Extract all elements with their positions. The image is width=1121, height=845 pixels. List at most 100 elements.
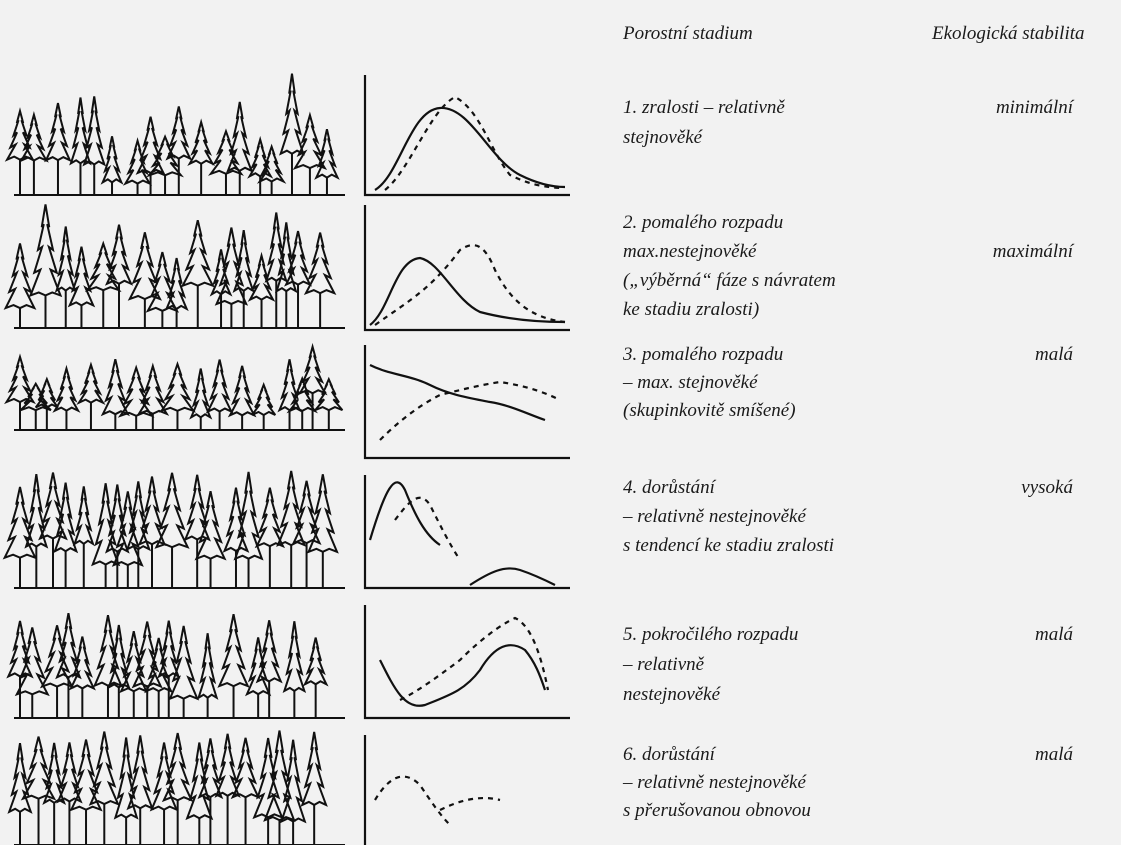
tree-crown — [7, 743, 33, 814]
tree-crown — [119, 630, 149, 694]
tree-drawings — [2, 73, 345, 845]
tree-crown — [2, 486, 38, 560]
tree-crown — [165, 106, 193, 161]
stability-value: malá — [1035, 624, 1073, 645]
stage-line: stejnověké — [623, 127, 703, 148]
stage-line: 1. zralosti – relativně — [623, 97, 785, 118]
stage-line: 5. pokročilého rozpadu — [623, 624, 799, 645]
tree-crown — [286, 375, 319, 414]
curve-dashed — [394, 496, 461, 561]
tree-crown — [297, 342, 328, 396]
tree-crown — [52, 364, 81, 413]
tree-crown — [209, 249, 233, 297]
tree-crown — [292, 111, 328, 170]
tree-crown — [28, 204, 63, 298]
tree-crown — [4, 107, 36, 162]
tree-crown — [82, 96, 107, 167]
tree-crown — [39, 625, 75, 689]
curve-solid — [368, 481, 441, 546]
tree-crown — [100, 136, 124, 185]
bleed-through — [690, 180, 695, 201]
tree-crown — [302, 637, 329, 687]
tree-crown — [42, 742, 67, 805]
curve-dashed — [384, 95, 561, 191]
tree-crown — [247, 135, 274, 179]
curve-dashed — [374, 775, 451, 826]
curve-solid — [374, 106, 566, 191]
tree-crown — [300, 731, 328, 807]
tree-crown — [303, 232, 337, 296]
tree-crown — [144, 637, 174, 694]
stage-line: ke stadiu zralosti) — [623, 299, 760, 320]
tree-crown — [6, 620, 34, 679]
tree-crown — [291, 480, 322, 546]
tree-crown — [256, 143, 287, 184]
curve-solid — [379, 644, 547, 707]
stability-value: maximální — [992, 241, 1073, 262]
stage-line: max.nestejnověké — [623, 241, 757, 262]
stage-line: s přerušovanou obnovou — [623, 800, 811, 821]
tree-crown — [135, 116, 166, 175]
graph-axes — [363, 205, 570, 332]
stage-line: – relativně — [623, 654, 705, 675]
stability-value: malá — [1035, 744, 1073, 765]
tree-crown — [104, 224, 134, 286]
tree-crown — [24, 474, 49, 549]
tree-crown — [158, 361, 197, 413]
tree-crown — [180, 219, 215, 288]
tree-crown — [54, 226, 77, 293]
tree-crown — [282, 621, 307, 694]
tree-crown — [117, 364, 155, 418]
tree-crown — [126, 735, 155, 811]
graphs — [363, 75, 570, 845]
graph-axes — [363, 605, 570, 720]
graph-axes — [363, 75, 570, 197]
stage-line: – relativně nestejnověké — [623, 506, 806, 527]
tree-crown — [205, 359, 234, 414]
stage-line: 6. dorůstání — [623, 744, 715, 765]
curve-solid — [469, 567, 556, 586]
stage-line: s tendencí ke stadiu zralosti — [623, 535, 835, 556]
tree-crown — [227, 365, 257, 418]
curve-solid — [369, 364, 546, 422]
stability-value: minimální — [995, 97, 1073, 118]
tree-crown — [53, 482, 79, 554]
tree-crown — [34, 376, 59, 409]
stage-line: 4. dorůstání — [623, 477, 715, 498]
stage-line: 3. pomalého rozpadu — [623, 344, 784, 365]
tree-crown — [245, 637, 272, 697]
graph-axes — [363, 475, 570, 590]
tree-crown — [67, 246, 96, 308]
tree-crown — [88, 731, 120, 806]
tree-crown — [18, 111, 49, 163]
curve-solid — [369, 256, 566, 326]
graph-axes — [363, 345, 570, 460]
tree-crown — [44, 102, 72, 163]
tree-crown — [284, 230, 313, 287]
tree-crown — [196, 633, 219, 700]
tree-crown — [222, 487, 250, 553]
header-stability: Ekologická stabilita — [932, 23, 1085, 44]
tree-crown — [72, 486, 95, 547]
stage-line: – relativně nestejnověké — [623, 772, 806, 793]
curve-dashed — [379, 380, 561, 441]
stage-line: nestejnověké — [623, 684, 721, 705]
stage-line: – max. stejnověké — [623, 372, 758, 393]
tree-crown — [214, 733, 241, 798]
tree-crown — [314, 129, 340, 180]
stability-value: malá — [1035, 344, 1073, 365]
tree-crown — [251, 382, 277, 417]
tree-crown — [154, 472, 190, 549]
tree-crown — [254, 487, 286, 549]
tree-crown — [76, 361, 106, 405]
tree-crown — [92, 615, 124, 688]
stability-value: vysoká — [1021, 477, 1073, 498]
stage-line: („výběrná“ fáze s návratem — [623, 270, 836, 291]
tree-crown — [279, 739, 307, 824]
tree-crown — [189, 368, 213, 420]
tree-crown — [279, 73, 305, 156]
tree-crown — [217, 614, 250, 688]
curve-dashed — [439, 796, 501, 811]
